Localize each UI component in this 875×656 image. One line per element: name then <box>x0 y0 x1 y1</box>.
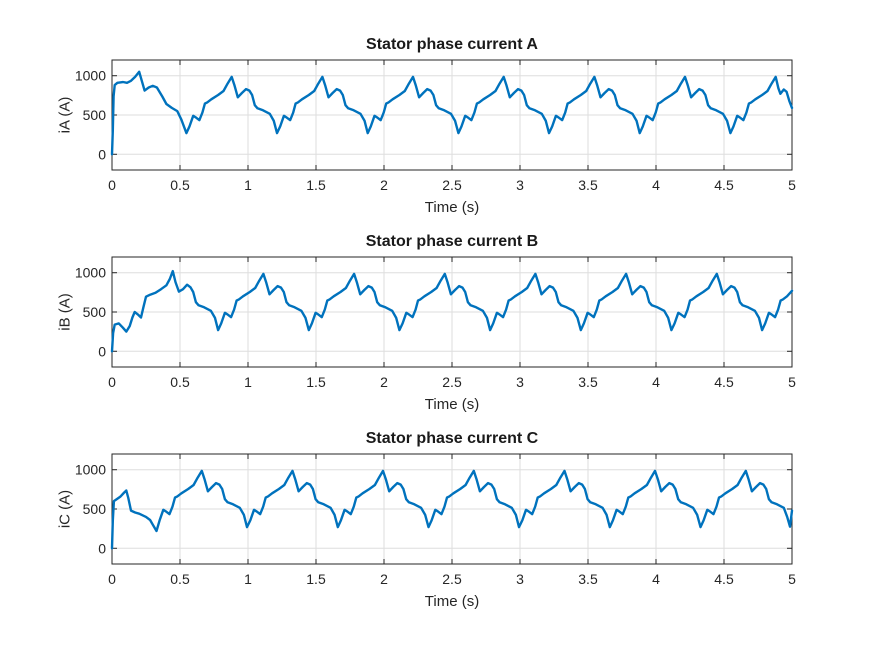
y-tick-label: 500 <box>83 107 107 123</box>
x-axis-label-phase-b: Time (s) <box>424 396 480 413</box>
x-tick-label: 3.5 <box>578 571 598 587</box>
plot-area-phase-b: 0 0.5 1 1.5 2 2.5 3 3.5 4 4.5 5 0 500 1000 <box>75 256 796 390</box>
chart-title-phase-c: Stator phase current C <box>365 430 539 447</box>
x-tick-label: 3 <box>516 571 524 587</box>
x-tick-label: 0 <box>108 374 116 390</box>
plot-area-phase-c: 0 0.5 1 1.5 2 2.5 3 3.5 4 4.5 5 0 500 1000 <box>75 453 796 587</box>
x-tick-label: 2 <box>380 374 388 390</box>
x-axis-label-phase-c: Time (s) <box>424 593 480 610</box>
waveform-line <box>110 70 794 156</box>
x-tick-label: 4 <box>652 177 660 193</box>
x-tick-label: 3.5 <box>578 177 598 193</box>
y-tick-label: 500 <box>83 304 107 320</box>
waveform-line <box>110 469 794 550</box>
x-tick-label: 3 <box>516 374 524 390</box>
y-tick-label: 0 <box>98 343 106 359</box>
x-tick-label: 4.5 <box>714 571 734 587</box>
x-tick-label: 4.5 <box>714 177 734 193</box>
x-tick-label: 4 <box>652 571 660 587</box>
x-tick-label: 0 <box>108 177 116 193</box>
x-tick-label: 5 <box>788 177 796 193</box>
x-tick-label: 1 <box>244 374 252 390</box>
y-tick-label: 0 <box>98 540 106 556</box>
x-tick-label: 0.5 <box>170 177 190 193</box>
x-tick-label: 3.5 <box>578 374 598 390</box>
x-tick-label: 1.5 <box>306 571 326 587</box>
x-tick-label: 2.5 <box>442 177 462 193</box>
chart-title-phase-a: Stator phase current A <box>366 36 538 53</box>
x-tick-label: 1 <box>244 571 252 587</box>
x-tick-label: 1.5 <box>306 374 326 390</box>
y-tick-label: 500 <box>83 501 107 517</box>
x-tick-label: 3 <box>516 177 524 193</box>
y-tick-label: 0 <box>98 146 106 162</box>
x-tick-label: 2 <box>380 177 388 193</box>
x-tick-label: 2.5 <box>442 571 462 587</box>
x-tick-label: 0 <box>108 571 116 587</box>
x-tick-label: 1 <box>244 177 252 193</box>
plot-area-phase-a: 0 0.5 1 1.5 2 2.5 3 3.5 4 4.5 5 0 500 1000 <box>75 59 796 193</box>
x-tick-label: 2 <box>380 571 388 587</box>
waveform-line <box>110 269 794 353</box>
x-tick-label: 5 <box>788 374 796 390</box>
y-tick-label: 1000 <box>75 68 106 84</box>
x-tick-label: 4.5 <box>714 374 734 390</box>
x-tick-label: 2.5 <box>442 374 462 390</box>
x-axis-label-phase-a: Time (s) <box>424 199 480 216</box>
y-tick-label: 1000 <box>75 265 106 281</box>
chart-title-phase-b: Stator phase current B <box>365 233 539 250</box>
x-tick-label: 5 <box>788 571 796 587</box>
x-tick-label: 0.5 <box>170 571 190 587</box>
x-tick-label: 0.5 <box>170 374 190 390</box>
x-tick-label: 4 <box>652 374 660 390</box>
x-tick-label: 1.5 <box>306 177 326 193</box>
y-tick-label: 1000 <box>75 462 106 478</box>
